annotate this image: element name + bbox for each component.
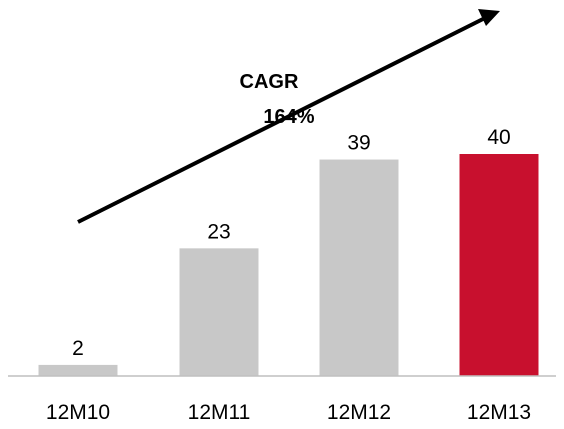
category-label-12m13: 12M13 xyxy=(467,401,531,424)
bar-12m11 xyxy=(179,248,259,376)
value-label-group: 2 23 39 40 xyxy=(72,126,511,360)
cagr-arrow-shaft xyxy=(77,17,484,224)
category-label-12m12: 12M12 xyxy=(327,401,391,424)
cagr-annotation-title: CAGR xyxy=(240,71,299,93)
value-label-12m11: 23 xyxy=(207,220,230,243)
cagr-annotation-value: 164% xyxy=(263,106,314,128)
category-label-12m10: 12M10 xyxy=(46,401,110,424)
value-label-12m13: 40 xyxy=(487,126,510,149)
bar-12m12 xyxy=(319,159,399,376)
cagr-arrow-head xyxy=(478,9,500,26)
bar-12m10 xyxy=(38,364,118,376)
bar-group xyxy=(38,154,539,376)
category-label-group: 12M10 12M11 12M12 12M13 xyxy=(46,401,531,424)
category-label-12m11: 12M11 xyxy=(188,401,251,424)
value-label-12m10: 2 xyxy=(72,337,84,360)
bar-12m13 xyxy=(459,154,539,376)
cagr-arrow xyxy=(77,9,500,224)
value-label-12m12: 39 xyxy=(347,132,370,155)
